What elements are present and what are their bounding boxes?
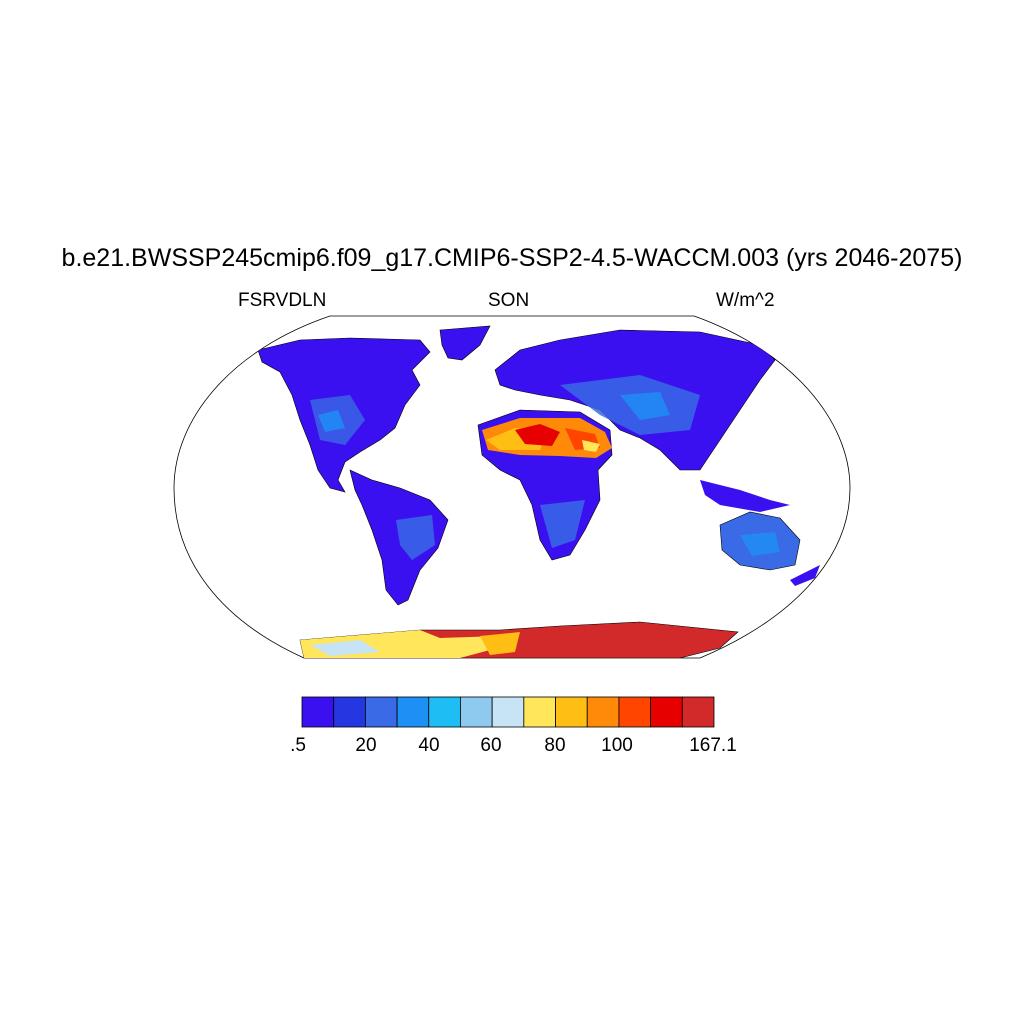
colorbar-tick-label: 100	[601, 735, 633, 756]
colorbar-swatch	[618, 696, 652, 728]
colorbar-swatch	[301, 696, 335, 728]
variable-name: FSRVDLN	[238, 290, 327, 311]
colorbar-swatch	[333, 696, 366, 728]
colorbar-swatch	[491, 696, 525, 728]
colorbar-tick-label: 20	[355, 735, 377, 756]
colorbar-tick-label: 167.1	[689, 735, 737, 756]
colorbar-swatch	[428, 696, 461, 728]
colorbar-swatch	[523, 696, 556, 728]
greenland	[439, 325, 491, 361]
colorbar-tick-label: .5	[290, 735, 306, 756]
colorbar-swatch	[681, 696, 715, 728]
colorbar-tick-label: 60	[480, 735, 502, 756]
season-label: SON	[488, 290, 530, 311]
plot-title: b.e21.BWSSP245cmip6.f09_g17.CMIP6-SSP2-4…	[61, 244, 963, 272]
colorbar-swatch	[586, 696, 620, 728]
colorbar-tick-label: 80	[544, 735, 566, 756]
colorbar-swatch	[555, 696, 588, 728]
units-label: W/m^2	[716, 290, 775, 311]
colorbar-swatch	[650, 696, 683, 728]
land-field	[257, 325, 820, 658]
colorbar-swatch	[396, 696, 430, 728]
colorbar-swatch	[364, 696, 398, 728]
colorbar-tick-label: 40	[418, 735, 440, 756]
colorbar-swatch	[460, 696, 493, 728]
